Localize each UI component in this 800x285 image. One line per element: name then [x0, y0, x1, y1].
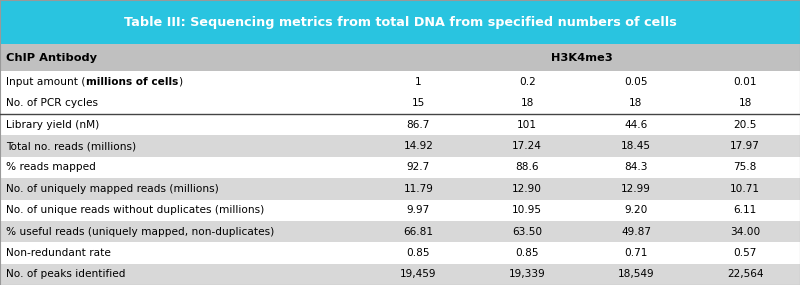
FancyBboxPatch shape: [0, 71, 800, 93]
Text: No. of uniquely mapped reads (millions): No. of uniquely mapped reads (millions): [6, 184, 219, 194]
Text: 84.3: 84.3: [624, 162, 648, 172]
Text: 0.71: 0.71: [624, 248, 648, 258]
Text: 11.79: 11.79: [403, 184, 434, 194]
Text: % useful reads (uniquely mapped, non-duplicates): % useful reads (uniquely mapped, non-dup…: [6, 227, 274, 237]
Text: 75.8: 75.8: [734, 162, 757, 172]
Text: Table III: Sequencing metrics from total DNA from specified numbers of cells: Table III: Sequencing metrics from total…: [124, 16, 676, 28]
Text: 6.11: 6.11: [734, 205, 757, 215]
FancyBboxPatch shape: [0, 114, 800, 135]
Text: H3K4me3: H3K4me3: [551, 53, 613, 63]
Text: 10.95: 10.95: [512, 205, 542, 215]
Text: 92.7: 92.7: [406, 162, 430, 172]
Text: Input amount (: Input amount (: [6, 77, 86, 87]
Text: Total no. reads (millions): Total no. reads (millions): [6, 141, 137, 151]
Text: 17.97: 17.97: [730, 141, 760, 151]
Text: 0.01: 0.01: [734, 77, 757, 87]
FancyBboxPatch shape: [0, 178, 800, 200]
Text: 12.99: 12.99: [621, 184, 651, 194]
Text: 1: 1: [415, 77, 422, 87]
Text: millions of cells: millions of cells: [86, 77, 178, 87]
FancyBboxPatch shape: [0, 200, 800, 221]
Text: 18,549: 18,549: [618, 269, 654, 279]
Text: 101: 101: [518, 120, 538, 130]
Text: ): ): [178, 77, 182, 87]
Text: 18: 18: [738, 98, 752, 108]
Text: 66.81: 66.81: [403, 227, 434, 237]
Text: No. of peaks identified: No. of peaks identified: [6, 269, 126, 279]
Text: 15: 15: [412, 98, 425, 108]
Text: 20.5: 20.5: [734, 120, 757, 130]
Text: 18: 18: [630, 98, 642, 108]
Text: 10.71: 10.71: [730, 184, 760, 194]
FancyBboxPatch shape: [0, 135, 800, 157]
Text: 34.00: 34.00: [730, 227, 760, 237]
FancyBboxPatch shape: [0, 0, 800, 44]
FancyBboxPatch shape: [0, 242, 800, 264]
Text: 0.05: 0.05: [624, 77, 648, 87]
Text: 0.2: 0.2: [519, 77, 535, 87]
Text: 0.57: 0.57: [734, 248, 757, 258]
Text: 17.24: 17.24: [512, 141, 542, 151]
Text: 18: 18: [521, 98, 534, 108]
FancyBboxPatch shape: [0, 44, 800, 71]
Text: % reads mapped: % reads mapped: [6, 162, 96, 172]
Text: 88.6: 88.6: [515, 162, 539, 172]
Text: No. of PCR cycles: No. of PCR cycles: [6, 98, 98, 108]
Text: 14.92: 14.92: [403, 141, 434, 151]
Text: 18.45: 18.45: [621, 141, 651, 151]
FancyBboxPatch shape: [0, 221, 800, 242]
Text: 63.50: 63.50: [512, 227, 542, 237]
Text: 0.85: 0.85: [406, 248, 430, 258]
FancyBboxPatch shape: [0, 264, 800, 285]
FancyBboxPatch shape: [0, 93, 800, 114]
Text: Library yield (nM): Library yield (nM): [6, 120, 100, 130]
Text: 44.6: 44.6: [624, 120, 648, 130]
Text: 9.20: 9.20: [624, 205, 648, 215]
Text: 12.90: 12.90: [512, 184, 542, 194]
Text: 9.97: 9.97: [406, 205, 430, 215]
Text: 0.85: 0.85: [515, 248, 539, 258]
Text: 49.87: 49.87: [621, 227, 651, 237]
Text: 86.7: 86.7: [406, 120, 430, 130]
FancyBboxPatch shape: [0, 157, 800, 178]
Text: 19,459: 19,459: [400, 269, 437, 279]
Text: 19,339: 19,339: [509, 269, 546, 279]
Text: ChIP Antibody: ChIP Antibody: [6, 53, 98, 63]
Text: 22,564: 22,564: [727, 269, 763, 279]
Text: Non-redundant rate: Non-redundant rate: [6, 248, 111, 258]
Text: No. of unique reads without duplicates (millions): No. of unique reads without duplicates (…: [6, 205, 265, 215]
